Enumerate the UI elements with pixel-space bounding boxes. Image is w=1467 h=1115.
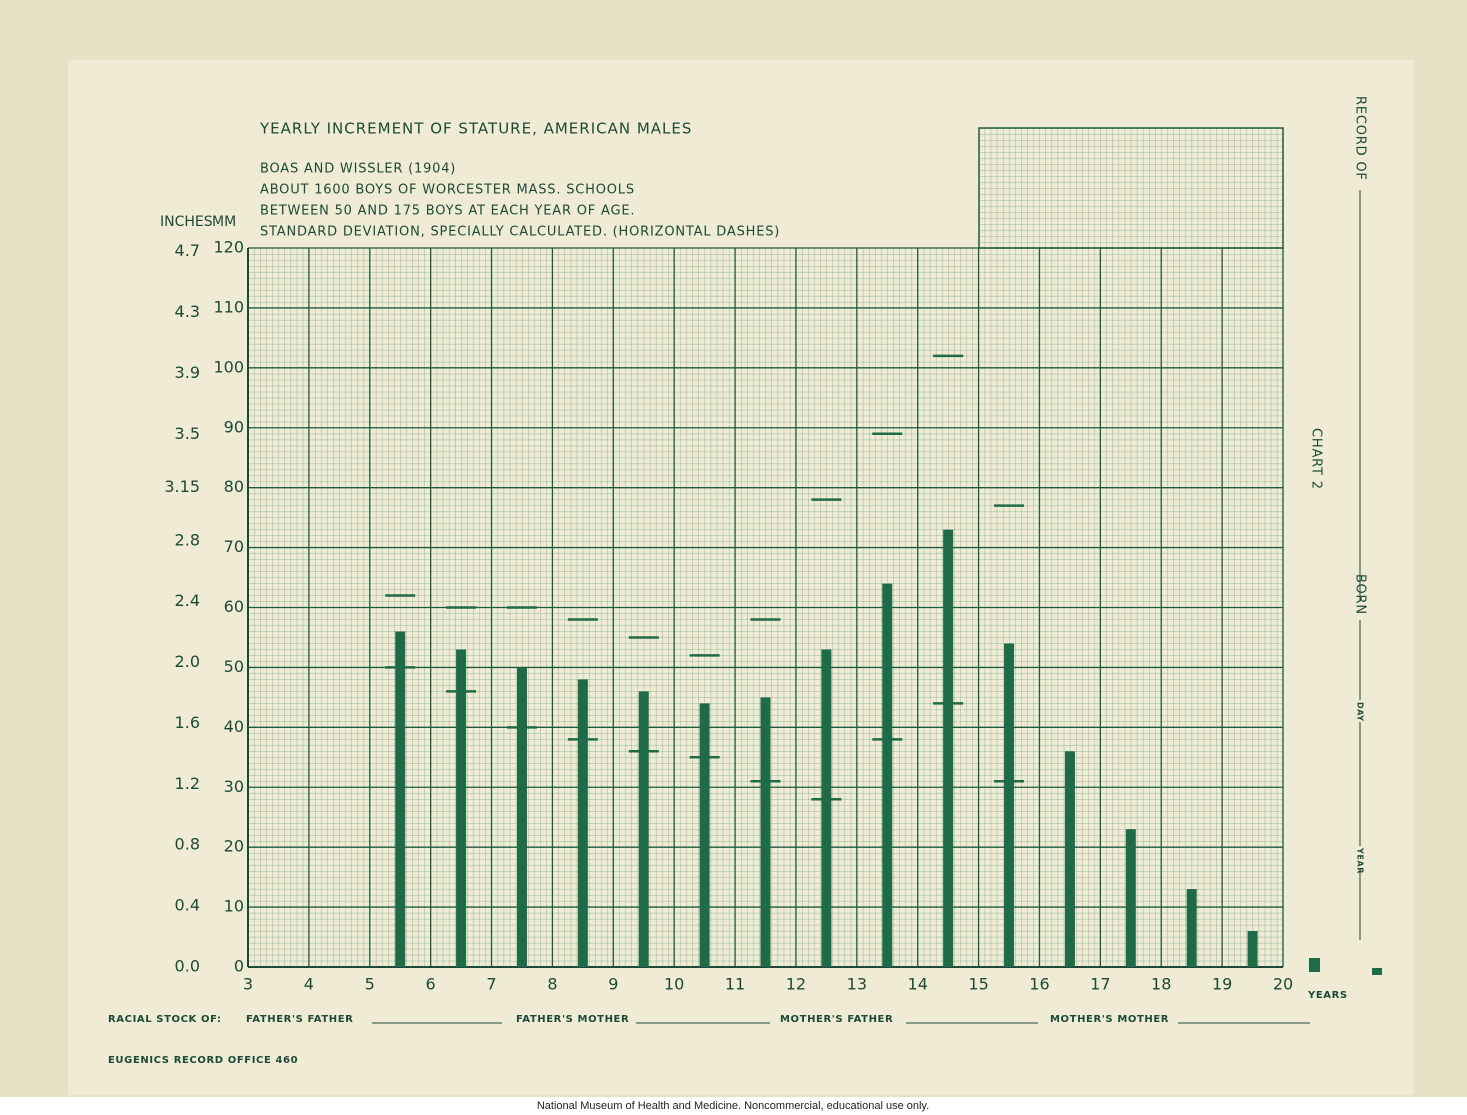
y-tick-label: 40 [224, 717, 244, 736]
form-field: MOTHER'S FATHER [780, 1014, 893, 1025]
year: YEAR [1356, 847, 1365, 874]
y-tick-label: 10 [224, 897, 244, 916]
day: DAY [1356, 702, 1365, 722]
x-tick-label: 12 [786, 975, 806, 994]
y2-tick-label: 0.4 [175, 896, 200, 915]
x-tick-label: 13 [847, 975, 867, 994]
bar [638, 691, 649, 967]
x-tick-label: 10 [664, 975, 684, 994]
y2-tick-label: 0.8 [175, 835, 200, 854]
bar [1247, 931, 1258, 967]
y-tick-label: 50 [224, 657, 244, 676]
x-tick-label: 7 [486, 975, 496, 994]
bar [943, 529, 954, 967]
y2-tick-label: 1.6 [175, 713, 200, 732]
bar [516, 667, 527, 967]
form-field: FATHER'S MOTHER [516, 1014, 629, 1025]
x-tick-label: 8 [547, 975, 557, 994]
bar [699, 703, 710, 967]
note: BOAS AND WISSLER (1904) [260, 162, 456, 177]
y2-tick-label: 2.8 [175, 530, 200, 549]
chart-number: CHART 2 [1309, 428, 1324, 490]
x-tick-label: 18 [1151, 975, 1171, 994]
bar [821, 649, 832, 967]
racial-stock: RACIAL STOCK OF: [108, 1014, 222, 1025]
y-axis-label: MM [212, 214, 236, 230]
bar [760, 697, 771, 967]
x-tick-label: 16 [1029, 975, 1049, 994]
x-tick-label: 4 [304, 975, 314, 994]
office: EUGENICS RECORD OFFICE 460 [108, 1055, 298, 1066]
y-tick-label: 80 [224, 477, 244, 496]
x-tick-label: 9 [608, 975, 618, 994]
bar [456, 649, 467, 967]
legend-swatch [1372, 968, 1382, 975]
chart-title: YEARLY INCREMENT OF STATURE, AMERICAN MA… [259, 120, 692, 138]
y2-tick-label: 1.2 [175, 774, 200, 793]
form-field: MOTHER'S MOTHER [1050, 1014, 1169, 1025]
note: ABOUT 1600 BOYS OF WORCESTER MASS. SCHOO… [260, 183, 635, 198]
x-tick-label: 11 [725, 975, 745, 994]
y-tick-label: 20 [224, 837, 244, 856]
form-field: FATHER'S FATHER [246, 1014, 353, 1025]
y-tick-label: 0 [234, 957, 244, 976]
y-tick-label: 100 [213, 357, 244, 376]
x-axis-label: YEARS [1307, 990, 1348, 1001]
y-tick-label: 120 [213, 238, 244, 257]
bar [395, 631, 406, 967]
bar [577, 679, 588, 967]
note: BETWEEN 50 AND 175 BOYS AT EACH YEAR OF … [260, 204, 635, 219]
y2-tick-label: 2.0 [175, 652, 200, 671]
credit-strip [0, 1097, 1467, 1115]
y2-tick-label: 2.4 [175, 591, 200, 610]
y2-tick-label: 4.3 [175, 302, 200, 321]
bar [882, 583, 893, 967]
y2-tick-label: 3.15 [164, 477, 200, 496]
bar [1064, 751, 1075, 967]
x-tick-label: 5 [365, 975, 375, 994]
y-tick-label: 90 [224, 417, 244, 436]
bar [1186, 889, 1197, 967]
y2-tick-label: 3.5 [175, 424, 200, 443]
y-tick-label: 70 [224, 537, 244, 556]
born: BORN [1353, 574, 1368, 615]
record-of: RECORD OF [1353, 96, 1368, 181]
y2-tick-label: 4.7 [175, 241, 200, 260]
note: STANDARD DEVIATION, SPECIALLY CALCULATED… [260, 225, 780, 240]
legend-swatch [1309, 958, 1320, 972]
bar [1125, 829, 1136, 967]
y-tick-label: 30 [224, 777, 244, 796]
upper-grid-box [978, 127, 1284, 249]
x-tick-label: 15 [968, 975, 988, 994]
bar [1004, 643, 1015, 967]
x-tick-label: 6 [426, 975, 436, 994]
x-tick-label: 19 [1212, 975, 1232, 994]
x-tick-label: 20 [1273, 975, 1293, 994]
x-tick-label: 17 [1090, 975, 1110, 994]
credit: National Museum of Health and Medicine. … [537, 1100, 929, 1112]
y2-axis-label: INCHES [160, 214, 213, 230]
y-tick-label: 60 [224, 597, 244, 616]
x-tick-label: 14 [908, 975, 928, 994]
x-tick-label: 3 [243, 975, 253, 994]
y2-tick-label: 3.9 [175, 363, 200, 382]
y2-tick-label: 0.0 [175, 957, 200, 976]
y-tick-label: 110 [213, 297, 244, 316]
